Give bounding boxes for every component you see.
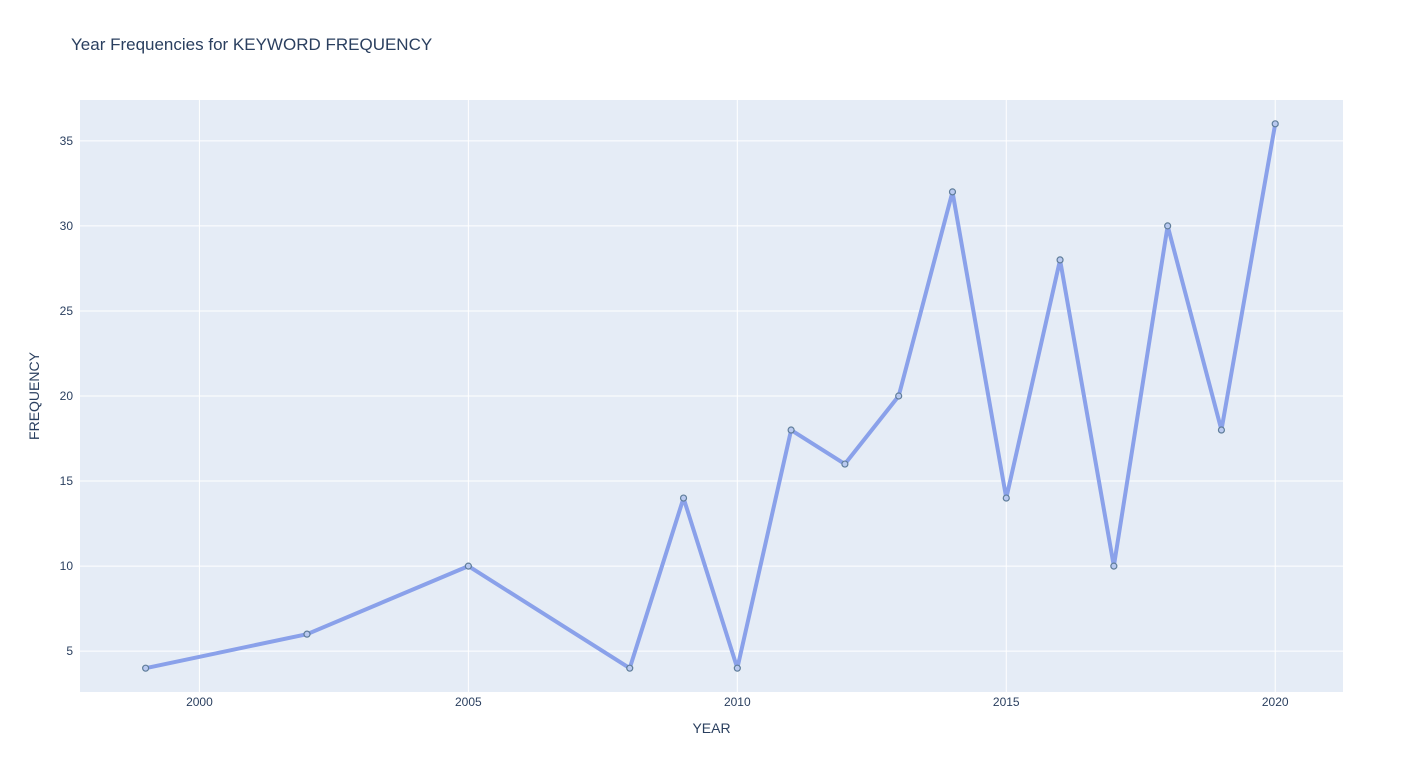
- data-point: [464, 562, 472, 570]
- data-point: [895, 392, 903, 400]
- x-tick-label: 2015: [993, 695, 1020, 709]
- data-point: [733, 664, 741, 672]
- data-point: [1217, 426, 1226, 434]
- y-tick-label: 20: [60, 389, 74, 403]
- y-tick-label: 35: [60, 134, 74, 148]
- x-axis-title: YEAR: [692, 720, 730, 736]
- data-point: [1110, 562, 1118, 570]
- data-point: [1056, 256, 1064, 264]
- data-point: [787, 426, 795, 434]
- x-tick-label: 2000: [186, 695, 213, 709]
- x-tick-label: 2020: [1262, 695, 1289, 709]
- series-line-group: [143, 121, 1278, 671]
- y-tick-label: 10: [60, 559, 74, 573]
- chart-title: Year Frequencies for KEYWORD FREQUENCY: [71, 35, 432, 54]
- data-point: [626, 664, 634, 672]
- y-gridlines: [80, 140, 1343, 652]
- x-tick-label: 2005: [455, 695, 482, 709]
- x-tick-label: 2010: [724, 695, 751, 709]
- data-points: [142, 120, 1279, 672]
- data-point: [948, 188, 957, 196]
- series-line: [143, 121, 1278, 671]
- y-tick-label: 30: [60, 219, 74, 233]
- y-tick-label: 5: [66, 644, 73, 658]
- data-point: [679, 494, 688, 502]
- data-point: [1271, 120, 1279, 128]
- data-point: [1164, 222, 1172, 230]
- y-tick-label: 15: [60, 474, 74, 488]
- y-tick-label: 25: [60, 304, 74, 318]
- data-point: [841, 460, 849, 468]
- data-point: [1002, 494, 1010, 502]
- data-point: [142, 664, 150, 672]
- x-axis-ticks: 2000 2005 2010 2015 2020: [186, 695, 1289, 709]
- y-axis-title: FREQUENCY: [26, 351, 42, 440]
- y-axis-ticks: 5 10 15 20 25 30 35: [60, 134, 74, 658]
- data-point: [303, 630, 311, 638]
